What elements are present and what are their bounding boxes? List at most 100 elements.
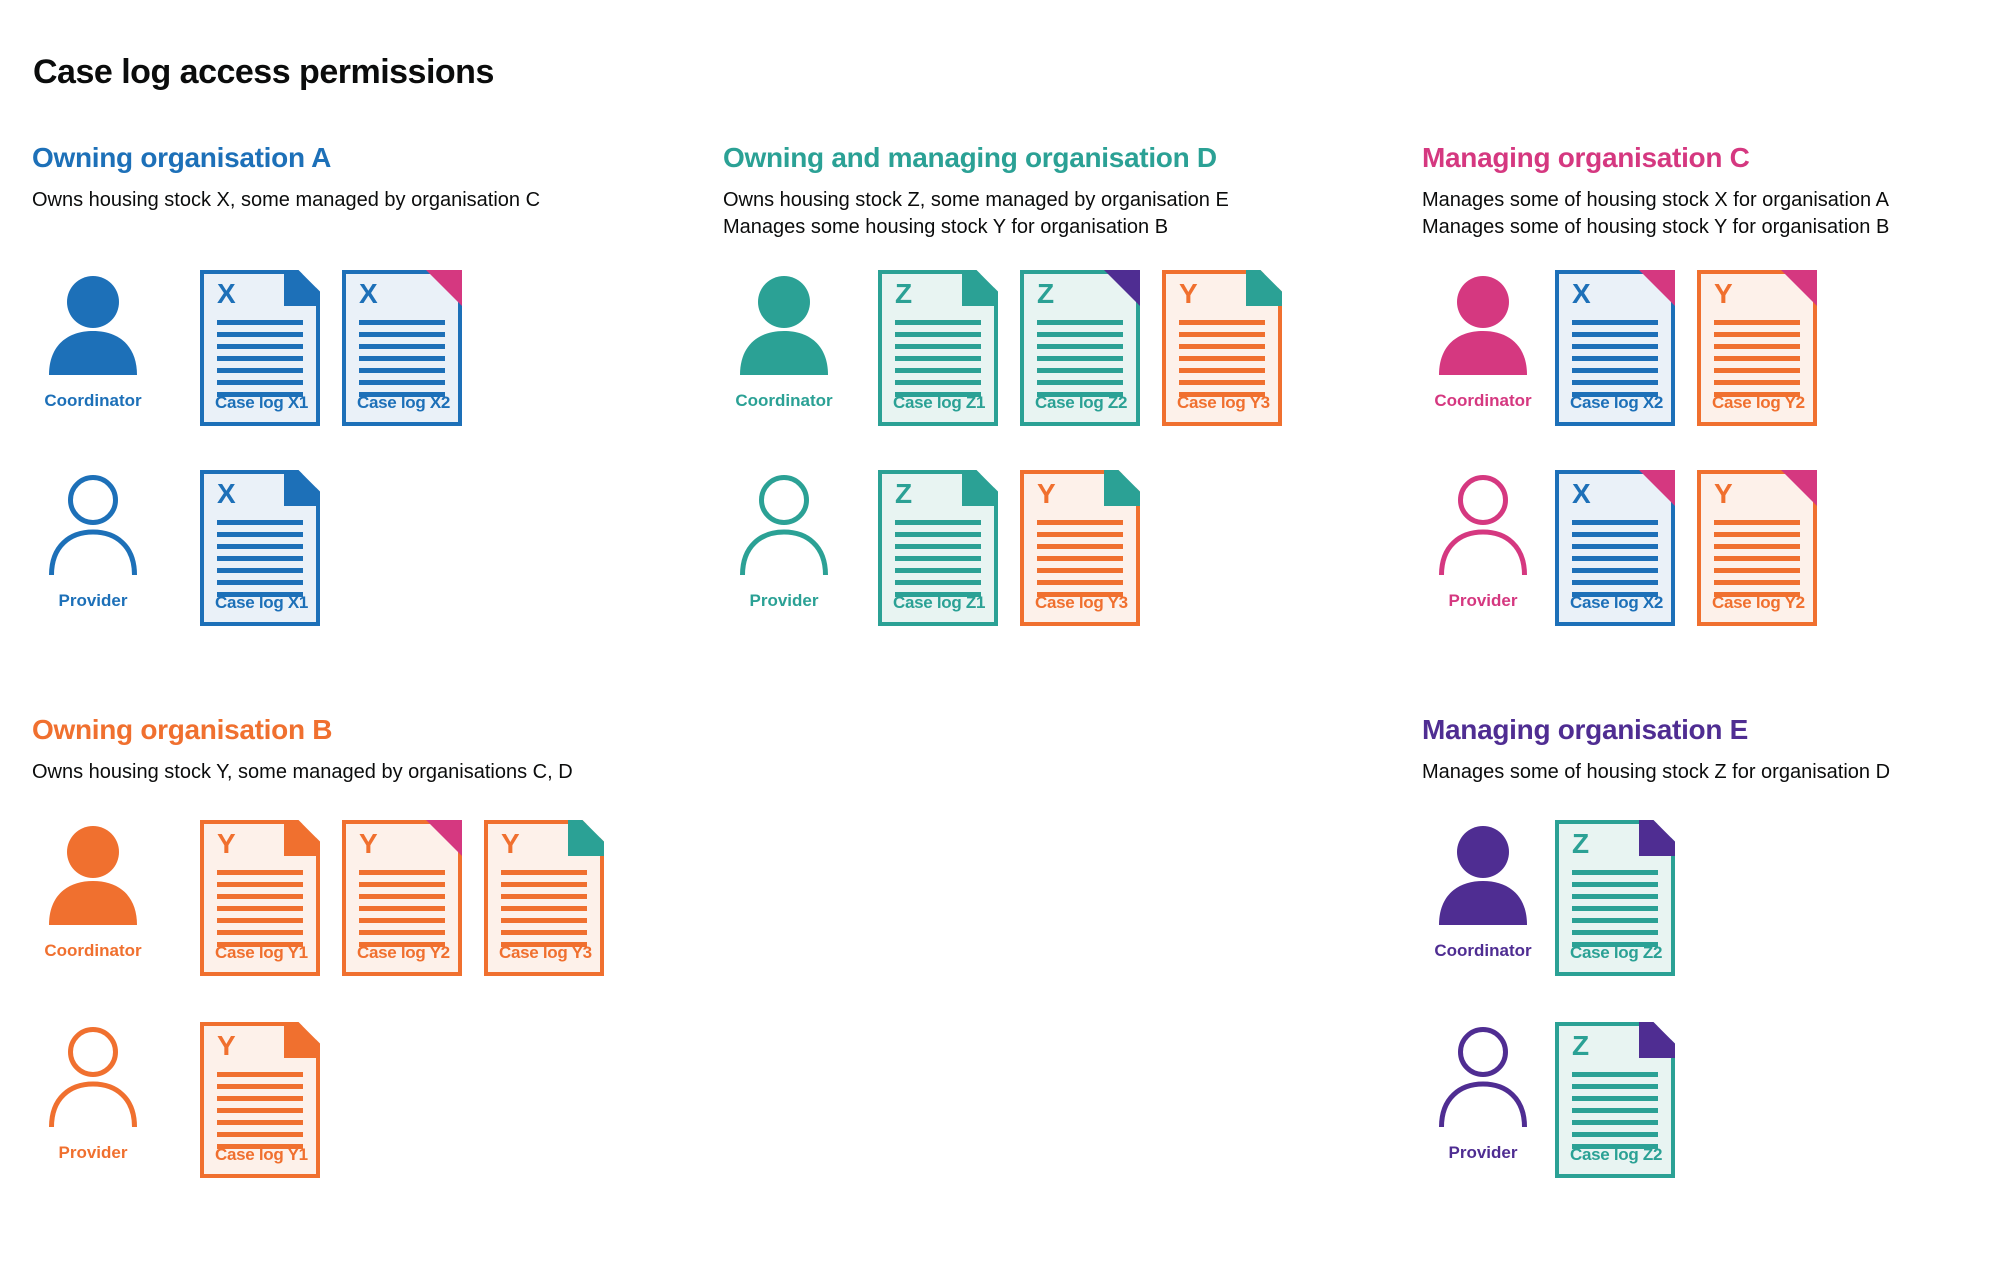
doc-line	[1572, 930, 1658, 935]
doc-text-lines-icon	[1572, 320, 1658, 404]
doc-line	[501, 894, 587, 899]
doc-line	[217, 1108, 303, 1113]
doc-line	[1714, 368, 1800, 373]
doc-line	[895, 520, 981, 525]
doc-line	[1037, 544, 1123, 549]
doc-text-lines-icon	[1714, 320, 1800, 404]
doc-line	[217, 882, 303, 887]
doc-text-lines-icon	[1572, 1072, 1658, 1156]
doc-line	[1572, 580, 1658, 585]
doc-stock-letter: Y	[1714, 278, 1733, 309]
doc-line	[1714, 344, 1800, 349]
person-role-label: Coordinator	[735, 391, 833, 410]
doc-line	[895, 556, 981, 561]
doc-line	[1572, 1108, 1658, 1113]
doc-line	[1179, 368, 1265, 373]
doc-line	[217, 1120, 303, 1125]
doc-text-lines-icon	[895, 320, 981, 404]
doc-line	[1572, 894, 1658, 899]
section-owning-organisation-b: Owning organisation B Owns housing stock …	[32, 715, 692, 1178]
doc-line	[359, 930, 445, 935]
folded-corner-icon	[1639, 470, 1675, 506]
case-log-doc: X Case log X1	[200, 470, 320, 626]
doc-line	[1179, 392, 1265, 397]
folded-corner-icon	[284, 470, 320, 506]
doc-label: Case log Y3	[1177, 393, 1270, 412]
doc-line	[1037, 320, 1123, 325]
person-role-label: Provider	[1448, 591, 1518, 610]
case-log-doc: Z Case log Z2	[1555, 820, 1675, 976]
section-managing-organisation-c: Managing organisation C Manages some of h…	[1422, 142, 2000, 626]
case-log-doc: Z Case log Z1	[878, 470, 998, 626]
doc-line	[1037, 592, 1123, 597]
doc-stock-letter: Y	[359, 828, 378, 859]
doc-line	[1037, 532, 1123, 537]
coordinator-person-icon	[49, 276, 137, 375]
doc-label: Case log X1	[215, 393, 309, 412]
doc-line	[217, 532, 303, 537]
doc-line	[217, 544, 303, 549]
provider-person-icon	[740, 475, 828, 575]
doc-line	[501, 882, 587, 887]
doc-line	[1572, 368, 1658, 373]
person: Coordinator	[32, 270, 154, 411]
person: Coordinator	[723, 270, 845, 411]
doc-line	[1572, 380, 1658, 385]
case-log-doc: Z Case log Z2	[1555, 1022, 1675, 1178]
doc-line	[217, 332, 303, 337]
section-description: Owns housing stock Y, some managed by or…	[32, 759, 573, 786]
doc-text-lines-icon	[501, 870, 587, 954]
doc-label: Case log X2	[1570, 593, 1664, 612]
doc-stock-letter: Y	[501, 828, 520, 859]
coordinator-person-icon	[740, 276, 828, 375]
doc-line	[1714, 544, 1800, 549]
doc-line	[359, 882, 445, 887]
doc-label: Case log X1	[215, 593, 309, 612]
doc-line	[359, 906, 445, 911]
doc-line	[217, 1096, 303, 1101]
doc-line	[1572, 356, 1658, 361]
doc-label: Case log X2	[357, 393, 451, 412]
person-role-label: Provider	[58, 591, 128, 610]
section-description-line: Manages some housing stock Y for organis…	[723, 216, 1169, 238]
doc-line	[895, 544, 981, 549]
section-description-line: Owns housing stock Z, some managed by or…	[723, 189, 1229, 211]
doc-line	[217, 592, 303, 597]
doc-line	[1572, 1084, 1658, 1089]
doc-line	[895, 532, 981, 537]
doc-line	[895, 592, 981, 597]
section-description-line: Manages some of housing stock Y for orga…	[1422, 216, 1890, 238]
doc-line	[501, 918, 587, 923]
doc-line	[1037, 332, 1123, 337]
person: Provider	[32, 1022, 154, 1163]
doc-line	[1714, 380, 1800, 385]
doc-label: Case log Z1	[893, 393, 986, 412]
doc-text-lines-icon	[1572, 870, 1658, 954]
doc-line	[359, 894, 445, 899]
doc-stock-letter: Z	[1572, 1030, 1590, 1061]
section-description: Manages some of housing stock X for orga…	[1422, 187, 1889, 241]
doc-line	[1037, 368, 1123, 373]
page-title: Case log access permissions	[33, 52, 494, 91]
doc-line	[1037, 380, 1123, 385]
doc-text-lines-icon	[1037, 520, 1123, 604]
folded-corner-icon	[284, 1022, 320, 1058]
doc-line	[1714, 592, 1800, 597]
doc-line	[1572, 320, 1658, 325]
case-log-doc: Y Case log Y3	[1020, 470, 1140, 626]
section-title: Managing organisation C	[1422, 142, 1750, 173]
doc-line	[217, 870, 303, 875]
doc-line	[1714, 356, 1800, 361]
person: Coordinator	[32, 820, 154, 961]
doc-line	[1179, 380, 1265, 385]
doc-line	[501, 870, 587, 875]
doc-line	[1572, 1132, 1658, 1137]
doc-stock-letter: Z	[1037, 278, 1055, 309]
doc-line	[217, 906, 303, 911]
doc-line	[217, 1144, 303, 1149]
doc-line	[1572, 392, 1658, 397]
doc-line	[1572, 544, 1658, 549]
case-log-doc: Y Case log Y3	[484, 820, 604, 976]
doc-line	[217, 392, 303, 397]
